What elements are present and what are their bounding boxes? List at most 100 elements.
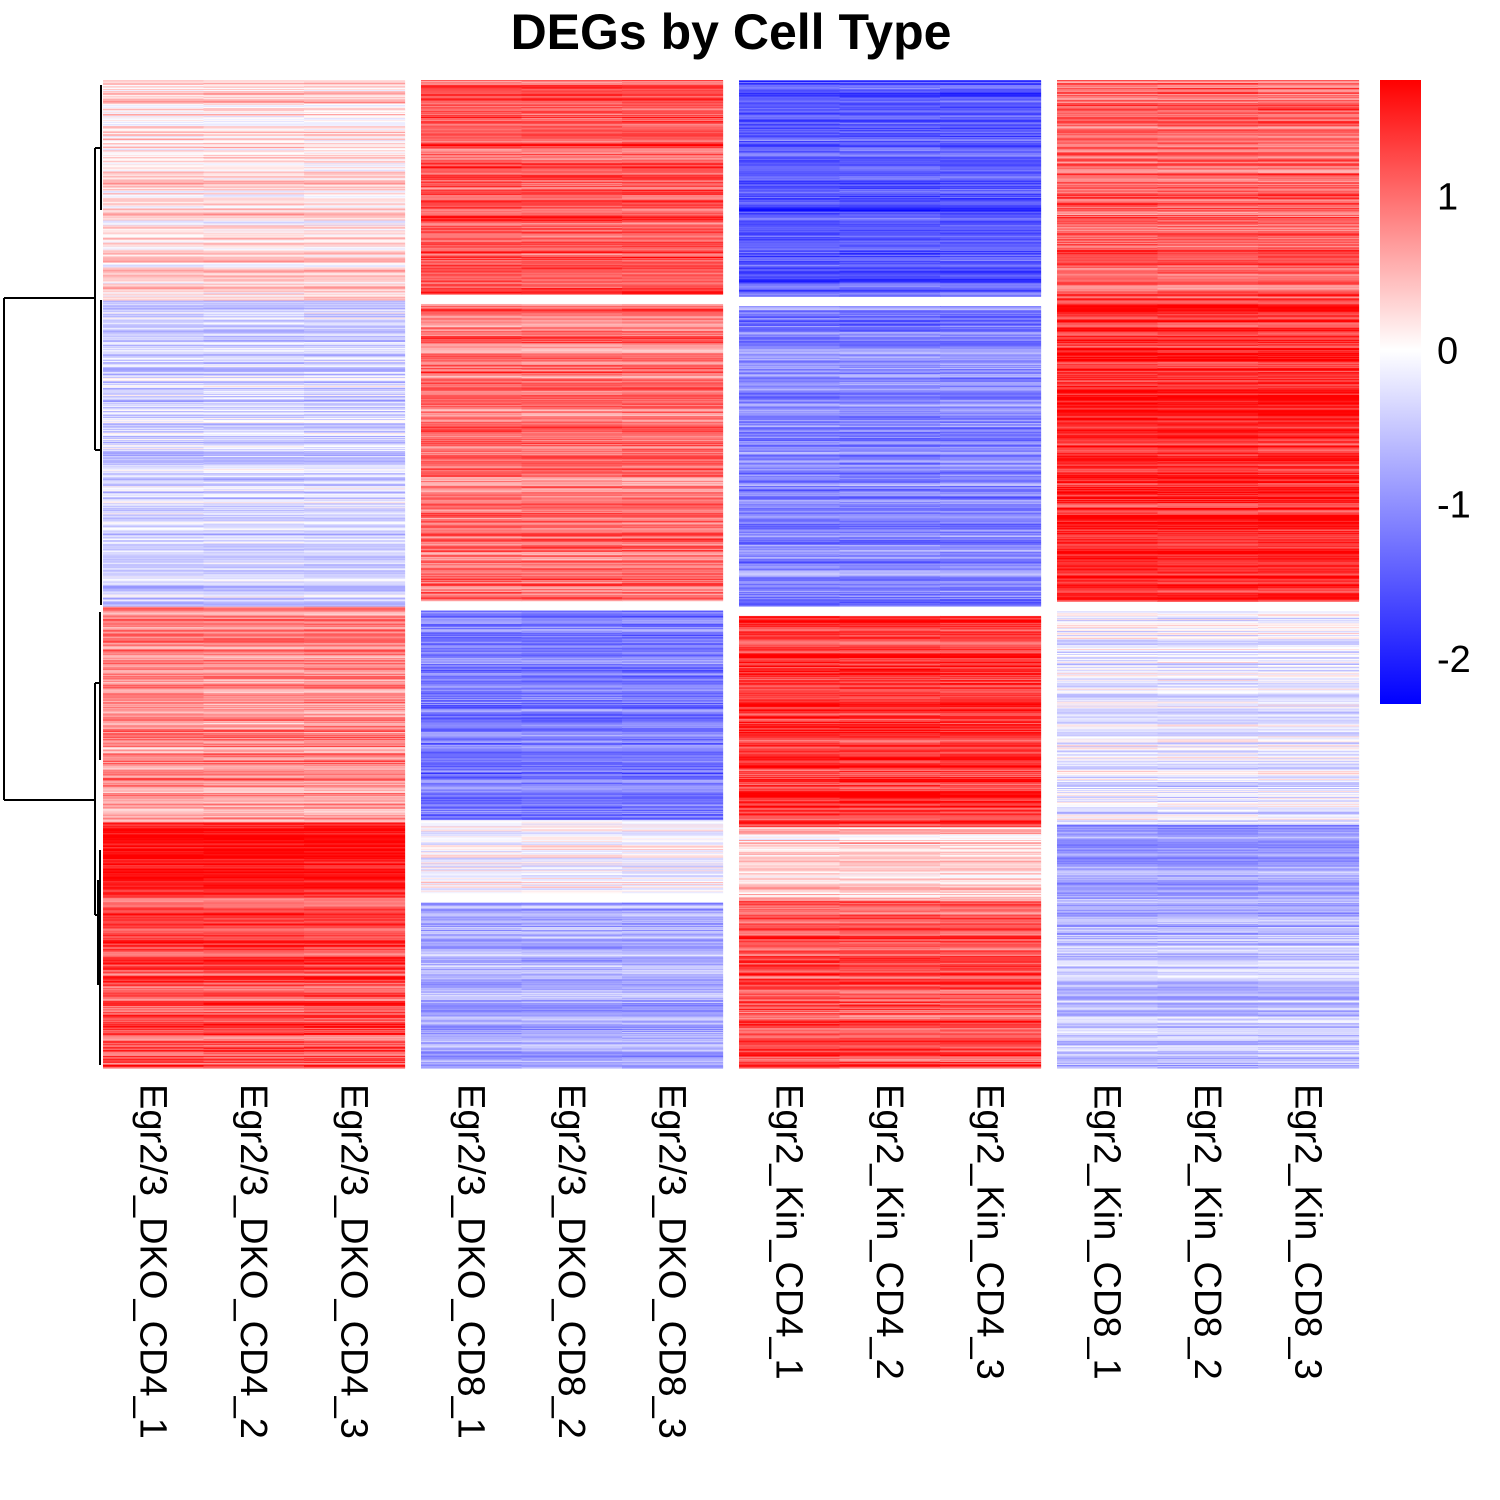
heatmap-cell	[103, 520, 205, 522]
heatmap-cell	[304, 679, 406, 682]
heatmap-cell	[304, 377, 406, 380]
heatmap-cell	[622, 181, 724, 183]
heatmap-cell	[421, 238, 523, 241]
heatmap-cell	[203, 1005, 305, 1008]
heatmap-cell	[103, 185, 205, 187]
heatmap-cell	[203, 552, 305, 555]
heatmap-cell	[203, 884, 305, 887]
heatmap-cell	[203, 868, 305, 870]
heatmap-cell	[203, 499, 305, 501]
heatmap-cell	[304, 906, 406, 909]
heatmap-cell	[304, 882, 406, 885]
heatmap-cell	[203, 953, 305, 956]
heatmap-cell	[421, 243, 523, 245]
heatmap-cell	[203, 382, 305, 385]
heatmap-cell	[521, 127, 623, 130]
heatmap-cell	[421, 173, 523, 175]
heatmap-cell	[203, 1028, 305, 1031]
heatmap-cell	[203, 204, 305, 206]
heatmap-cell	[103, 637, 205, 640]
heatmap-cell	[304, 503, 406, 505]
heatmap-cell	[203, 218, 305, 221]
heatmap-cell	[304, 916, 406, 919]
heatmap-cell	[203, 403, 305, 406]
heatmap-cell	[103, 966, 205, 969]
heatmap-cell	[103, 240, 205, 243]
heatmap-cell	[203, 535, 305, 537]
heatmap-cell	[421, 107, 523, 109]
heatmap-cell	[103, 519, 205, 521]
heatmap-cell	[103, 493, 205, 495]
heatmap-cell	[203, 86, 305, 88]
heatmap-cell	[103, 723, 205, 726]
heatmap-cell	[521, 227, 623, 230]
heatmap-cell	[103, 84, 205, 86]
heatmap-cell	[304, 175, 406, 177]
heatmap-cell	[304, 1045, 406, 1048]
heatmap-cell	[304, 344, 406, 347]
heatmap-cell	[421, 95, 523, 98]
heatmap-cell	[203, 770, 305, 772]
heatmap-cell	[103, 908, 205, 911]
heatmap-cell	[304, 804, 406, 806]
heatmap-cell	[103, 255, 205, 258]
heatmap-cell	[103, 265, 205, 268]
heatmap-cell	[304, 384, 406, 387]
heatmap-cell	[304, 904, 406, 907]
heatmap-cell	[203, 287, 305, 290]
heatmap-cell	[203, 94, 305, 96]
heatmap-cell	[304, 659, 406, 662]
heatmap-cell	[103, 382, 205, 385]
heatmap-cell	[304, 617, 406, 620]
heatmap-cell	[103, 357, 205, 360]
heatmap-cell	[304, 796, 406, 798]
heatmap-cell	[622, 99, 724, 102]
heatmap-cell	[304, 633, 406, 636]
heatmap-cell	[103, 152, 205, 154]
heatmap-cell	[103, 990, 205, 993]
heatmap-cell	[103, 134, 205, 136]
heatmap-cell	[103, 403, 205, 406]
heatmap-cell	[304, 286, 406, 289]
heatmap-cell	[103, 249, 205, 252]
heatmap-cell	[304, 310, 406, 313]
heatmap-cell	[304, 964, 406, 967]
heatmap-cell	[421, 131, 523, 134]
heatmap-cell	[103, 593, 205, 596]
heatmap-cell	[304, 1030, 406, 1033]
heatmap-cell	[304, 428, 406, 430]
heatmap-cell	[103, 849, 205, 851]
heatmap-cell	[203, 350, 305, 353]
heatmap-cell	[203, 886, 305, 889]
heatmap-cell	[203, 551, 305, 554]
heatmap-cell	[103, 538, 205, 540]
heatmap-cell	[421, 281, 523, 283]
heatmap-cell	[103, 518, 205, 520]
heatmap-cell	[103, 572, 205, 575]
heatmap-cell	[203, 933, 305, 936]
heatmap-cell	[103, 1049, 205, 1052]
heatmap-cell	[203, 911, 305, 914]
heatmap-cell	[304, 421, 406, 423]
heatmap-cell	[304, 862, 406, 864]
heatmap-cell	[304, 927, 406, 930]
heatmap-cell	[203, 688, 305, 691]
heatmap-cell	[103, 106, 205, 108]
heatmap-cell	[304, 81, 406, 83]
heatmap-cell	[521, 193, 623, 196]
heatmap-cell	[203, 666, 305, 669]
heatmap-cell	[421, 202, 523, 205]
heatmap-cell	[103, 856, 205, 858]
heatmap-cell	[304, 671, 406, 674]
heatmap-cell	[203, 961, 305, 964]
heatmap-cell	[622, 224, 724, 227]
heatmap-cell	[203, 288, 305, 291]
heatmap-cell	[103, 799, 205, 801]
heatmap-cell	[103, 888, 205, 891]
heatmap-cell	[304, 451, 406, 453]
heatmap-cell	[203, 116, 305, 118]
heatmap-cell	[304, 665, 406, 668]
heatmap-cell	[203, 353, 305, 356]
heatmap-cell	[203, 624, 305, 627]
heatmap-cell	[521, 178, 623, 180]
